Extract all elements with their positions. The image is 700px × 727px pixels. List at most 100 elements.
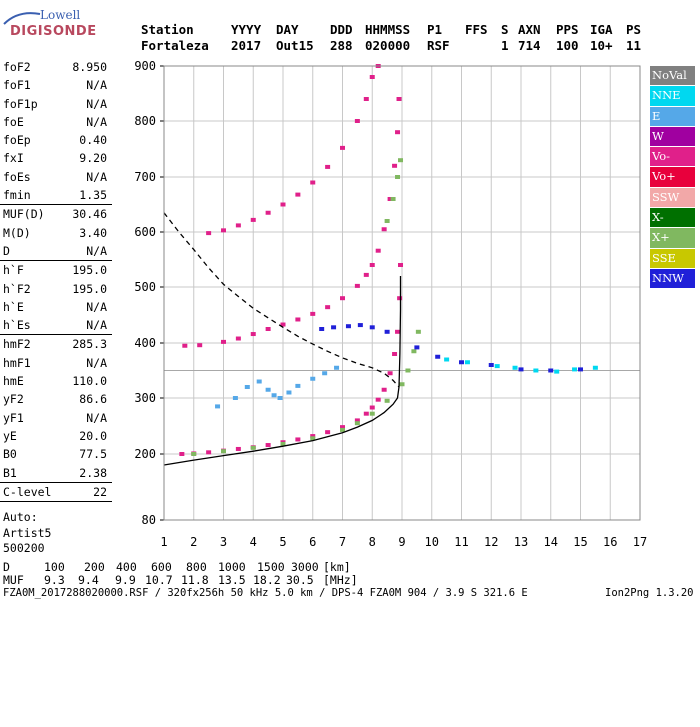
legend: NoVal NNE E W Vo- Vo+ SSW X- X+ SSE NNW bbox=[650, 66, 695, 290]
echo-point bbox=[295, 437, 301, 442]
param-row: foEp 0.40 bbox=[0, 131, 112, 149]
echo-point bbox=[399, 382, 405, 387]
echo-point bbox=[197, 343, 203, 348]
param-value: 20.0 bbox=[79, 428, 107, 443]
footer-muf-value: 9.9 bbox=[115, 573, 136, 587]
footer-d-label: D bbox=[3, 560, 10, 574]
param-row: foE N/A bbox=[0, 113, 112, 131]
param-name: B0 bbox=[3, 447, 17, 462]
echo-point bbox=[375, 248, 381, 253]
x-tick-label: 17 bbox=[633, 535, 647, 549]
footer-muf-value: 10.7 bbox=[145, 573, 173, 587]
param-name: foF2 bbox=[3, 60, 31, 74]
x-tick-label: 8 bbox=[369, 535, 376, 549]
echo-point bbox=[392, 163, 398, 168]
footer-d-value: 800 bbox=[186, 560, 207, 574]
x-tick-label: 2 bbox=[190, 535, 197, 549]
echo-point bbox=[277, 396, 283, 400]
echo-point bbox=[271, 393, 277, 398]
param-name: fmin bbox=[3, 188, 31, 203]
param-value: N/A bbox=[86, 318, 107, 333]
echo-point bbox=[578, 367, 583, 372]
legend-item-nne: NNE bbox=[650, 86, 695, 107]
header-value-year: 2017 bbox=[231, 38, 262, 53]
echo-point bbox=[554, 369, 560, 374]
param-name: h`Es bbox=[3, 318, 31, 333]
param-name: h`E bbox=[3, 299, 24, 314]
echo-point bbox=[444, 357, 450, 362]
footer-d-value: 3000 bbox=[291, 560, 319, 574]
profile-dashed-line bbox=[163, 212, 400, 388]
param-name: C-level bbox=[3, 484, 52, 499]
param-value: 30.46 bbox=[72, 207, 107, 222]
param-value: 22 bbox=[93, 484, 107, 499]
param-value: 195.0 bbox=[72, 281, 107, 296]
echo-point bbox=[191, 452, 197, 456]
echo-point bbox=[518, 367, 524, 372]
footer-app-version: Ion2Png 1.3.20 bbox=[605, 587, 694, 599]
legend-item-sse: SSE bbox=[650, 248, 695, 269]
traces bbox=[163, 64, 598, 466]
param-row: D N/A bbox=[0, 242, 112, 260]
header-label-time: HHMMSS bbox=[365, 22, 411, 37]
echo-point bbox=[398, 158, 404, 163]
param-name: yE bbox=[3, 428, 17, 443]
param-row: yE 20.0 bbox=[0, 427, 112, 445]
y-tick-label: 80 bbox=[142, 513, 156, 527]
echo-point bbox=[464, 360, 470, 365]
echo-point bbox=[310, 376, 316, 381]
echo-point bbox=[384, 329, 390, 334]
param-row: hmE 110.0 bbox=[0, 372, 112, 390]
footer-d-value: 200 bbox=[84, 560, 105, 574]
echo-point bbox=[363, 411, 369, 416]
digisonde-logo: Lowell DIGISONDE bbox=[0, 8, 96, 50]
echo-point bbox=[357, 323, 363, 328]
echo-point bbox=[235, 446, 241, 451]
y-tick-label: 200 bbox=[134, 447, 156, 461]
param-value: N/A bbox=[86, 243, 107, 258]
x-tick-label: 13 bbox=[514, 535, 528, 549]
y-tick-label: 500 bbox=[134, 280, 156, 294]
echo-point bbox=[395, 329, 401, 334]
echo-point bbox=[572, 367, 578, 372]
x-tick-label: 9 bbox=[398, 535, 405, 549]
param-value: N/A bbox=[86, 78, 107, 93]
logo-lowell: Lowell bbox=[40, 8, 81, 22]
header-label-doy: DDD bbox=[330, 22, 353, 37]
echo-point bbox=[221, 449, 226, 454]
echo-point bbox=[387, 197, 393, 201]
header-value-time: 020000 bbox=[365, 38, 411, 53]
echo-point bbox=[179, 452, 185, 456]
footer-muf-value: 13.5 bbox=[218, 573, 246, 587]
echo-point bbox=[310, 434, 316, 439]
header-value-station: Fortaleza bbox=[141, 38, 209, 53]
param-row: hmF1 N/A bbox=[0, 354, 112, 372]
param-value: 1.35 bbox=[79, 188, 107, 203]
header-value-s: 1 bbox=[501, 38, 509, 53]
header-label-pps: PPS bbox=[556, 22, 579, 37]
param-row: foF1p N/A bbox=[0, 95, 112, 113]
x-tick-label: 12 bbox=[484, 535, 498, 549]
legend-item-x-plus: X+ bbox=[650, 228, 695, 249]
param-value: 3.40 bbox=[79, 225, 107, 240]
param-name: foEp bbox=[3, 133, 31, 148]
echo-point bbox=[265, 387, 271, 392]
legend-item-vo-minus: Vo- bbox=[650, 147, 695, 168]
header-label-p1: P1 bbox=[427, 22, 443, 37]
echo-point bbox=[206, 450, 212, 455]
echo-point bbox=[265, 327, 271, 331]
param-value: 285.3 bbox=[72, 337, 107, 352]
param-row: h`E N/A bbox=[0, 298, 112, 316]
param-name: foF1p bbox=[3, 96, 38, 111]
legend-item-nnw: NNW bbox=[650, 268, 695, 290]
y-tick-label: 400 bbox=[134, 336, 156, 350]
param-value: N/A bbox=[86, 410, 107, 425]
x-tick-label: 10 bbox=[425, 535, 439, 549]
echo-point bbox=[250, 445, 256, 450]
echo-point bbox=[354, 418, 360, 423]
param-value: 195.0 bbox=[72, 263, 107, 278]
echo-point bbox=[319, 327, 325, 331]
autoscaling-label: Auto: bbox=[3, 510, 38, 525]
param-value: N/A bbox=[86, 299, 107, 314]
header-label-s: S bbox=[501, 22, 509, 37]
